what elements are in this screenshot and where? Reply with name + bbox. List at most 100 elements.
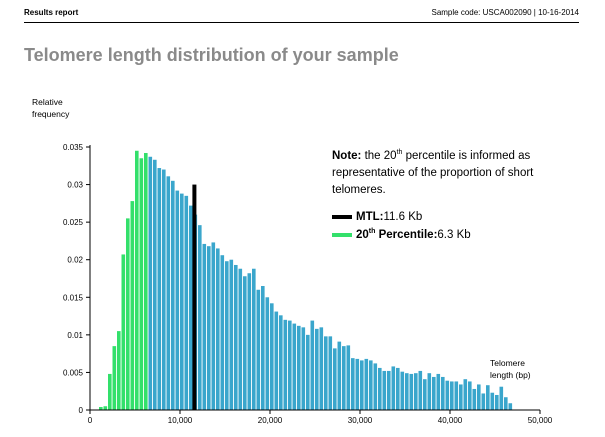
histogram-bar — [216, 248, 220, 410]
histogram-bar — [153, 159, 157, 410]
histogram-bar — [504, 397, 508, 410]
page-title: Telomere length distribution of your sam… — [24, 45, 399, 65]
mtl-line — [192, 184, 197, 410]
note-text-before: the 20 — [361, 150, 397, 162]
histogram-bar — [157, 168, 162, 410]
histogram-bar — [310, 320, 315, 410]
sample-prefix: Sample code: — [431, 8, 483, 17]
y-axis-label-line1: Relative — [32, 97, 63, 107]
report-label: Results report — [24, 8, 79, 17]
y-tick-label: 0.015 — [63, 293, 84, 302]
histogram-bar — [477, 384, 481, 410]
histogram-bar — [445, 380, 450, 410]
histogram-bar — [391, 366, 396, 410]
x-tick-label: 10,000 — [168, 416, 193, 425]
histogram-bar — [126, 218, 130, 410]
histogram-bar — [121, 254, 126, 410]
histogram-bar — [436, 373, 441, 410]
histogram-bar — [427, 373, 432, 410]
histogram-bar — [279, 315, 283, 410]
note-bold: Note: — [332, 150, 362, 162]
histogram-bar — [486, 385, 490, 410]
mtl-group — [192, 184, 197, 410]
histogram-bar — [468, 381, 472, 410]
sample-info: Sample code: USCA002090 | 10-16-2014 — [431, 8, 579, 17]
legend: MTL: 11.6 Kb 20th Percentile: 6.3 Kb — [332, 208, 471, 244]
x-axis-label-line1: Telomere — [490, 358, 525, 368]
histogram-bar — [292, 323, 297, 410]
histogram-bar — [252, 268, 256, 410]
histogram-bar — [463, 379, 468, 410]
histogram-bar — [396, 367, 400, 410]
histogram-bar — [409, 373, 414, 410]
note-box: Note: the 20th percentile is informed as… — [332, 148, 572, 199]
histogram-bar — [274, 311, 279, 410]
histogram-bar — [459, 384, 463, 410]
histogram-bar — [162, 169, 166, 410]
histogram-bar — [405, 373, 409, 410]
histogram-bar — [234, 264, 238, 410]
sample-code: USCA002090 — [482, 8, 532, 17]
histogram-bar — [454, 381, 459, 410]
x-tick-label: 20,000 — [258, 416, 283, 425]
histogram-bar — [423, 379, 427, 410]
y-axis-label-line2: frequency — [32, 109, 70, 119]
histogram-bar — [328, 336, 333, 410]
x-tick-label: 30,000 — [348, 416, 373, 425]
histogram-bar — [342, 346, 346, 410]
legend-p20-value: 6.3 Kb — [437, 229, 471, 241]
histogram-bar — [180, 193, 184, 410]
histogram-bar — [202, 243, 207, 410]
histogram-bar — [360, 360, 364, 410]
report-date: 10-16-2014 — [538, 8, 579, 17]
histogram-bar — [373, 363, 378, 410]
x-axis-label-line2: length (bp) — [490, 370, 531, 380]
histogram-bar — [117, 331, 121, 410]
histogram-bar — [346, 345, 351, 410]
legend-p20-label-text: Percentile: — [375, 229, 438, 241]
histogram-bar — [247, 273, 252, 410]
histogram-bar — [175, 190, 180, 410]
histogram-bar — [99, 406, 103, 410]
histogram-bar — [265, 297, 270, 410]
histogram-bar — [499, 386, 504, 410]
histogram-bar — [211, 242, 216, 410]
histogram-bar — [184, 195, 189, 410]
histogram-bar — [261, 286, 265, 410]
histogram-bar — [171, 180, 175, 410]
histogram-bar — [144, 153, 148, 410]
histogram-bar — [387, 370, 391, 410]
histogram-bar — [364, 358, 369, 410]
histogram-bar — [229, 259, 234, 410]
legend-p20-label-num: 20 — [356, 229, 369, 241]
histogram-bar — [288, 320, 292, 410]
histogram-bar — [319, 327, 324, 410]
histogram-bar — [337, 341, 342, 410]
histogram-bar — [207, 246, 211, 410]
x-tick-label: 50,000 — [528, 416, 553, 425]
x-axis-label: Telomere length (bp) — [490, 357, 531, 381]
histogram-bar — [238, 268, 243, 410]
report-header: Results report Sample code: USCA002090 |… — [24, 8, 579, 23]
histogram-bar — [108, 373, 112, 410]
histogram-bar — [103, 406, 108, 410]
histogram-bar — [301, 327, 306, 410]
histogram-bar — [112, 346, 117, 410]
histogram-bar — [198, 225, 202, 410]
histogram-bar — [450, 381, 454, 410]
legend-mtl-swatch — [332, 215, 352, 219]
histogram-bar — [324, 336, 328, 410]
histogram-bar — [243, 276, 247, 410]
y-tick-label: 0.025 — [63, 218, 84, 227]
histogram-bar — [220, 255, 225, 410]
bars-group — [99, 150, 513, 410]
y-axis-label: Relative frequency — [32, 96, 69, 120]
note-text-after: percentile is informed as representative… — [332, 150, 534, 196]
histogram-bar — [315, 328, 319, 410]
histogram-bar — [495, 394, 499, 410]
histogram-bar — [225, 261, 229, 410]
legend-p20-swatch — [332, 233, 352, 237]
histogram-bar — [297, 325, 301, 410]
histogram-bar — [130, 201, 135, 410]
y-tick-label: 0.01 — [67, 331, 83, 340]
